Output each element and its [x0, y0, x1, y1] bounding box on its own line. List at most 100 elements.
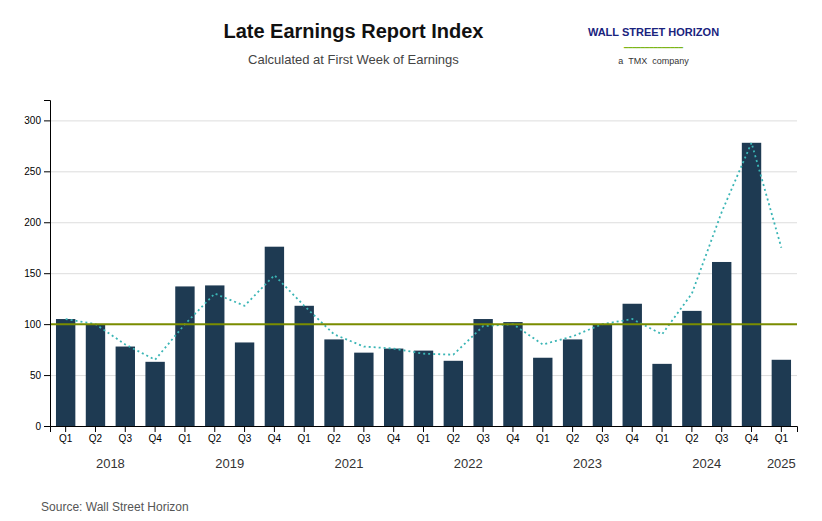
tick: Q4: [626, 426, 640, 444]
bar: [354, 353, 373, 426]
axis-line: [51, 427, 798, 433]
tick: Q4: [268, 426, 282, 444]
tick-mark: [483, 426, 484, 432]
tick-mark: [304, 426, 305, 432]
tick-label: Q1: [178, 433, 192, 444]
tick: Q1: [298, 426, 312, 444]
tick-label: 100: [24, 319, 41, 330]
tick-label: Q1: [775, 433, 789, 444]
bar: [742, 143, 761, 426]
grid-line: [50, 324, 797, 325]
tick: 0: [35, 421, 50, 432]
tick: Q3: [476, 426, 490, 444]
tick: 50: [30, 370, 50, 381]
tick: 200: [24, 217, 50, 228]
tick: Q1: [775, 426, 789, 444]
bar: [265, 247, 284, 426]
bar: [563, 339, 582, 426]
tick: Q3: [119, 426, 133, 444]
grid-tick: [50, 324, 797, 325]
bar: [533, 358, 552, 426]
bar: [235, 342, 254, 426]
tick-mark: [44, 171, 50, 172]
annotation: ━━━━━━━━━━━━━━: [623, 44, 684, 51]
bar: [86, 324, 105, 426]
tick-label: Q2: [566, 433, 580, 444]
tick-mark: [44, 273, 50, 274]
grid-tick: [50, 171, 797, 172]
tick-mark: [44, 222, 50, 223]
bar: [444, 361, 463, 426]
tick: Q4: [506, 426, 520, 444]
tick: 300: [24, 115, 50, 126]
bar: [414, 351, 433, 426]
tick-mark: [44, 120, 50, 121]
tick-mark: [44, 426, 50, 427]
tick-label: Q3: [596, 433, 610, 444]
tick-label: 50: [30, 370, 42, 381]
tick: Q1: [536, 426, 550, 444]
tick: Q3: [357, 426, 371, 444]
bar-series: [56, 143, 791, 426]
tick: Q2: [447, 426, 461, 444]
bar: [324, 339, 343, 426]
tick: 100: [24, 319, 50, 330]
bar: [145, 362, 164, 426]
tick-mark: [721, 426, 722, 432]
tick-label: Q2: [327, 433, 341, 444]
tick-label: Q3: [357, 433, 371, 444]
grid-line: [50, 171, 797, 172]
tick-mark: [155, 426, 156, 432]
line: [66, 143, 782, 360]
bar: [623, 304, 642, 426]
tick-mark: [751, 426, 752, 432]
tick-mark: [512, 426, 513, 432]
group-labels: 2018201920212022202320242025: [96, 456, 796, 471]
tick-mark: [44, 324, 50, 325]
tick-label: Q2: [89, 433, 103, 444]
tick: Q3: [596, 426, 610, 444]
grid-line: [50, 222, 797, 223]
tick-mark: [542, 426, 543, 432]
tick: 250: [24, 166, 50, 177]
tick-label: Q1: [298, 433, 312, 444]
bar: [772, 360, 791, 426]
bar: [712, 262, 731, 426]
tick: Q2: [327, 426, 341, 444]
tick-label: Q1: [655, 433, 669, 444]
tick-label: 300: [24, 115, 41, 126]
tick-label: Q1: [417, 433, 431, 444]
tick-label: Q1: [536, 433, 550, 444]
group-label: 2018: [96, 456, 125, 471]
tick: Q2: [89, 426, 103, 444]
grid-tick: [50, 273, 797, 274]
tick-mark: [393, 426, 394, 432]
tick-mark: [363, 426, 364, 432]
tick-label: Q4: [506, 433, 520, 444]
tick-label: Q3: [238, 433, 252, 444]
bar: [116, 347, 135, 426]
tick: Q2: [566, 426, 580, 444]
grid-tick: [50, 222, 797, 223]
plot: 050100150200250300Q1Q2Q3Q4Q1Q2Q3Q4Q1Q2Q3…: [24, 101, 797, 472]
tick: Q4: [745, 426, 759, 444]
tick-mark: [662, 426, 663, 432]
grid: [50, 121, 797, 427]
tick-mark: [691, 426, 692, 432]
tick: Q3: [715, 426, 729, 444]
bar: [473, 319, 492, 426]
title: Late Earnings Report Index: [223, 20, 483, 42]
axis-line: [44, 101, 51, 427]
bar: [593, 324, 612, 426]
marks: [50, 143, 797, 426]
logo: WALL STREET HORIZON━━━━━━━━━━━━━━a TMX c…: [588, 26, 719, 66]
tick-label: Q3: [119, 433, 133, 444]
tick-label: Q2: [208, 433, 222, 444]
chart: 050100150200250300Q1Q2Q3Q4Q1Q2Q3Q4Q1Q2Q3…: [0, 0, 822, 521]
reference-line: [50, 323, 797, 325]
bar: [56, 319, 75, 426]
tick-label: Q4: [626, 433, 640, 444]
tick-mark: [632, 426, 633, 432]
tick-mark: [214, 426, 215, 432]
tick-label: Q4: [745, 433, 759, 444]
